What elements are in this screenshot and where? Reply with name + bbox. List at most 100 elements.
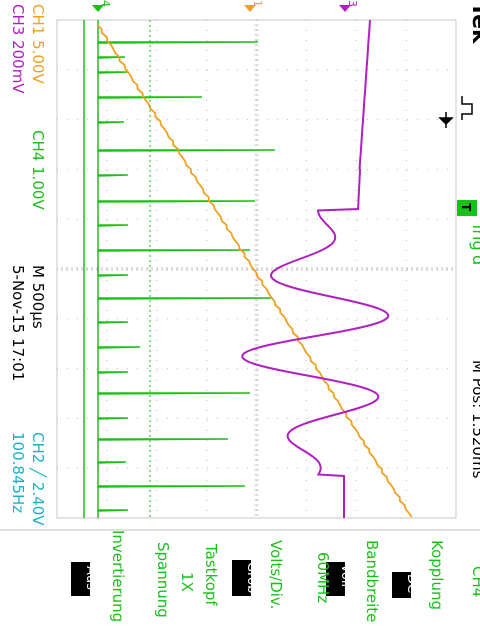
- graticule-dot: [406, 310, 407, 311]
- graticule-dot: [77, 368, 78, 369]
- graticule-dot: [297, 69, 298, 70]
- graticule-dot: [106, 350, 107, 351]
- graticule-dot: [356, 180, 357, 181]
- graticule-dot: [87, 119, 88, 120]
- graticule-dot: [306, 190, 307, 191]
- graticule-dot: [287, 119, 288, 120]
- graticule-dot: [117, 169, 118, 170]
- graticule-dot: [147, 169, 148, 170]
- graticule-dot: [107, 468, 108, 469]
- graticule-dot: [307, 119, 308, 120]
- graticule-dot: [387, 368, 388, 369]
- graticule-dot: [156, 110, 157, 111]
- graticule-dot: [417, 418, 418, 419]
- graticule-dot: [247, 219, 248, 220]
- graticule-dot: [406, 500, 407, 501]
- graticule-dot: [406, 400, 407, 401]
- graticule-dot: [227, 418, 228, 419]
- datetime-readout: 5-Nov-15 17:01: [9, 265, 27, 381]
- graticule-dot: [197, 219, 198, 220]
- graticule-dot: [227, 219, 228, 220]
- graticule-dot: [237, 318, 238, 319]
- graticule-dot: [406, 20, 407, 21]
- graticule-dot: [137, 318, 138, 319]
- graticule-dot: [306, 410, 307, 411]
- graticule-dot: [197, 368, 198, 369]
- graticule-dot: [187, 169, 188, 170]
- graticule-dot: [377, 69, 378, 70]
- graticule-dot: [156, 330, 157, 331]
- graticule-dot: [156, 390, 157, 391]
- graticule-dot: [106, 320, 107, 321]
- graticule-dot: [157, 368, 158, 369]
- graticule-dot: [206, 170, 207, 171]
- graticule-dot: [237, 468, 238, 469]
- graticule-dot: [357, 468, 358, 469]
- graticule-dot: [156, 420, 157, 421]
- bandbreite-label: Bandbreite: [363, 540, 381, 622]
- graticule-dot: [406, 260, 407, 261]
- graticule-dot: [356, 40, 357, 41]
- graticule-dot: [406, 60, 407, 61]
- graticule-dot: [356, 120, 357, 121]
- graticule-dot: [206, 340, 207, 341]
- graticule-dot: [337, 368, 338, 369]
- graticule-dot: [447, 468, 448, 469]
- graticule-dot: [437, 468, 438, 469]
- graticule-dot: [406, 190, 407, 191]
- graticule-dot: [317, 318, 318, 319]
- graticule-dot: [117, 468, 118, 469]
- graticule-dot: [377, 119, 378, 120]
- graticule-dot: [406, 80, 407, 81]
- graticule-dot: [156, 240, 157, 241]
- graticule-dot: [206, 210, 207, 211]
- graticule-dot: [397, 169, 398, 170]
- graticule-dot: [356, 250, 357, 251]
- graticule-dot: [67, 418, 68, 419]
- graticule-dot: [156, 500, 157, 501]
- graticule-dot: [407, 318, 408, 319]
- graticule-dot: [267, 468, 268, 469]
- graticule-dot: [406, 420, 407, 421]
- graticule-dot: [447, 219, 448, 220]
- graticule-dot: [297, 368, 298, 369]
- graticule-dot: [387, 69, 388, 70]
- graticule-dot: [277, 468, 278, 469]
- graticule-dot: [107, 69, 108, 70]
- graticule-dot: [406, 100, 407, 101]
- graticule-dot: [306, 310, 307, 311]
- graticule-dot: [156, 260, 157, 261]
- graticule-dot: [406, 120, 407, 121]
- graticule-dot: [306, 360, 307, 361]
- graticule-dot: [356, 300, 357, 301]
- brand-logo: Tek: [467, 2, 480, 45]
- graticule-dot: [156, 160, 157, 161]
- graticule-dot: [237, 368, 238, 369]
- graticule-dot: [106, 360, 107, 361]
- graticule-dot: [206, 400, 207, 401]
- graticule-dot: [57, 468, 58, 469]
- graticule-dot: [237, 169, 238, 170]
- graticule-dot: [437, 219, 438, 220]
- graticule-dot: [437, 318, 438, 319]
- graticule-dot: [297, 119, 298, 120]
- graticule-dot: [167, 318, 168, 319]
- graticule-dot: [406, 40, 407, 41]
- graticule-dot: [167, 368, 168, 369]
- graticule-dot: [306, 460, 307, 461]
- graticule-dot: [306, 220, 307, 221]
- graticule-dot: [317, 219, 318, 220]
- graticule-dot: [206, 230, 207, 231]
- graticule-dot: [187, 418, 188, 419]
- graticule-dot: [117, 219, 118, 220]
- graticule-dot: [306, 50, 307, 51]
- graticule-dot: [156, 90, 157, 91]
- graticule-dot: [356, 60, 357, 61]
- graticule-dot: [306, 340, 307, 341]
- graticule-dot: [217, 318, 218, 319]
- graticule-dot: [417, 69, 418, 70]
- graticule-dot: [106, 130, 107, 131]
- graticule-dot: [197, 169, 198, 170]
- graticule-dot: [306, 150, 307, 151]
- graticule-dot: [106, 480, 107, 481]
